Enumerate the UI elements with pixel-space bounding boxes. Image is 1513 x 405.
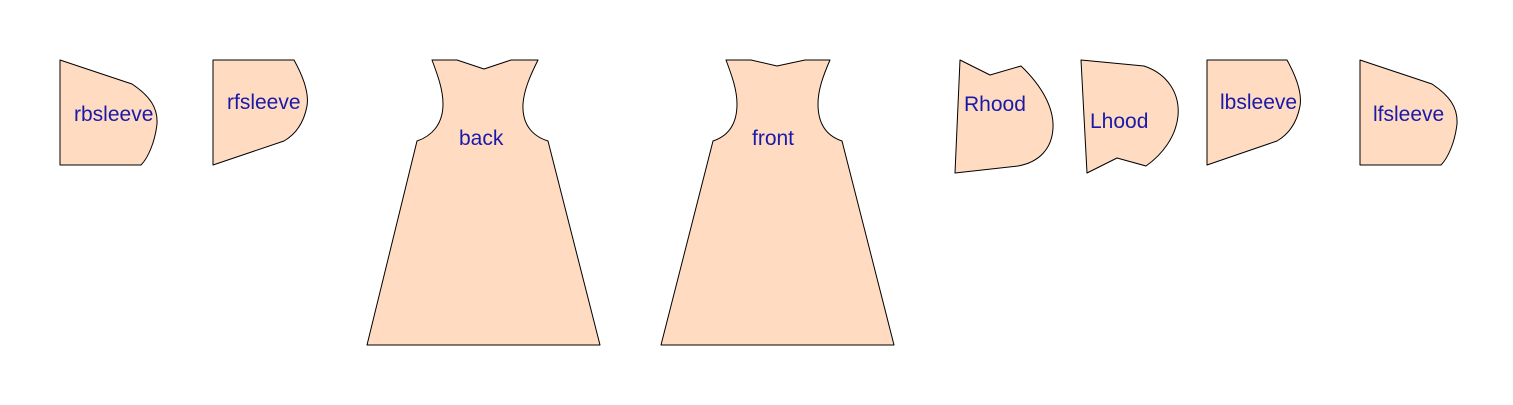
rhood-shape xyxy=(954,59,1054,174)
lhood-shape xyxy=(1080,59,1179,174)
front-shape xyxy=(660,59,895,346)
pattern-piece-lbsleeve[interactable]: lbsleeve xyxy=(1206,59,1301,166)
pattern-piece-lfsleeve[interactable]: lfsleeve xyxy=(1359,59,1458,166)
lhood-label: Lhood xyxy=(1090,110,1148,133)
pattern-piece-front[interactable]: front xyxy=(660,59,895,346)
rfsleeve-label: rfsleeve xyxy=(227,91,301,114)
back-label: back xyxy=(459,127,504,150)
front-label: front xyxy=(752,127,794,150)
pattern-piece-rfsleeve[interactable]: rfsleeve xyxy=(212,59,308,166)
pattern-piece-back[interactable]: back xyxy=(366,59,601,346)
lbsleeve-shape xyxy=(1206,59,1301,166)
lfsleeve-label: lfsleeve xyxy=(1373,103,1444,126)
rfsleeve-shape xyxy=(212,59,308,166)
lbsleeve-label: lbsleeve xyxy=(1220,91,1297,114)
rbsleeve-label: rbsleeve xyxy=(74,103,153,126)
pattern-piece-lhood[interactable]: Lhood xyxy=(1080,59,1179,174)
back-shape xyxy=(366,59,601,346)
rhood-label: Rhood xyxy=(964,93,1026,116)
pattern-piece-rhood[interactable]: Rhood xyxy=(954,59,1054,174)
lfsleeve-shape xyxy=(1359,59,1458,166)
pattern-piece-rbsleeve[interactable]: rbsleeve xyxy=(59,59,158,166)
rbsleeve-shape xyxy=(59,59,158,166)
